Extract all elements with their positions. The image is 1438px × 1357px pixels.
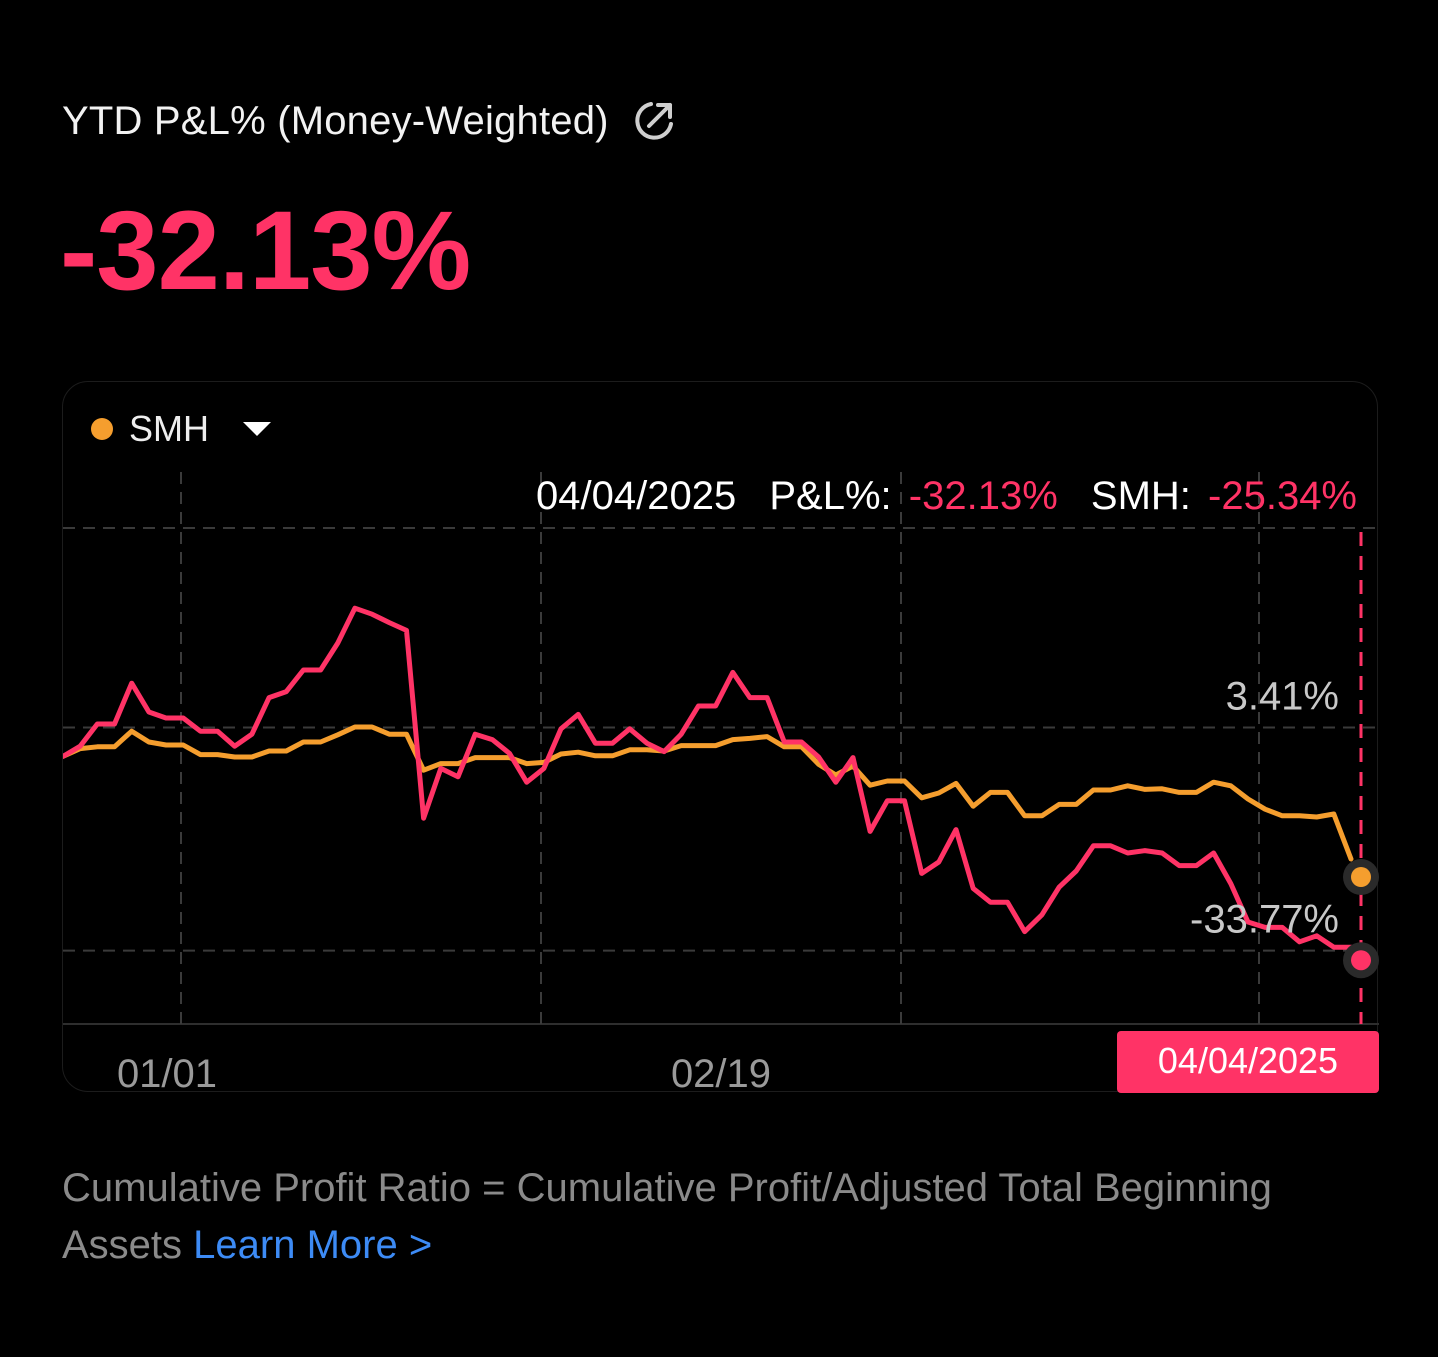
y-axis-label: 3.41% (1226, 675, 1339, 719)
tooltip-pl-value: -32.13% (908, 474, 1058, 518)
pl-percent-value: -32.13% (60, 188, 471, 313)
tooltip-bench-label: SMH: (1090, 474, 1191, 518)
pl-end-marker (1351, 950, 1371, 971)
x-axis-label: 02/19 (671, 1052, 771, 1093)
y-axis-label: -33.77% (1190, 898, 1339, 942)
chart-lines: 3.41% -33.77% 01/01 02/19 04/04/2025 (63, 532, 1379, 1093)
x-axis-label: 01/01 (117, 1052, 217, 1093)
pl-chart[interactable]: 3.41% -33.77% 01/01 02/19 04/04/2025 (63, 382, 1379, 1093)
smh-end-marker (1351, 867, 1371, 887)
chart-grid (63, 472, 1379, 1025)
benchmark-selector[interactable]: SMH (91, 408, 271, 450)
footer-note: Cumulative Profit Ratio = Cumulative Pro… (62, 1160, 1312, 1274)
series-line-pl (63, 605, 1354, 950)
share-icon[interactable] (631, 98, 677, 144)
tooltip-pl-label: P&L%: (769, 474, 892, 518)
page-title: YTD P&L% (Money-Weighted) (62, 98, 609, 143)
chart-card: 3.41% -33.77% 01/01 02/19 04/04/2025 SMH 04/… (62, 381, 1379, 1093)
series-line-smh (63, 724, 1354, 862)
footer-text: Cumulative Profit Ratio = Cumulative Pro… (62, 1166, 1272, 1267)
tooltip-bench-value: -25.34% (1208, 474, 1357, 518)
chart-tooltip: 04/04/2025 P&L%: -32.13% SMH: -25.34% (536, 474, 1357, 519)
tooltip-date: 04/04/2025 (536, 474, 737, 518)
selected-date-badge (1117, 1031, 1379, 1093)
title-row: YTD P&L% (Money-Weighted) (62, 98, 677, 144)
chevron-down-icon[interactable] (243, 422, 271, 436)
benchmark-label: SMH (129, 408, 209, 449)
learn-more-link[interactable]: Learn More > (193, 1223, 433, 1267)
selected-date-label: 04/04/2025 (1158, 1040, 1338, 1081)
benchmark-dot (91, 418, 113, 440)
